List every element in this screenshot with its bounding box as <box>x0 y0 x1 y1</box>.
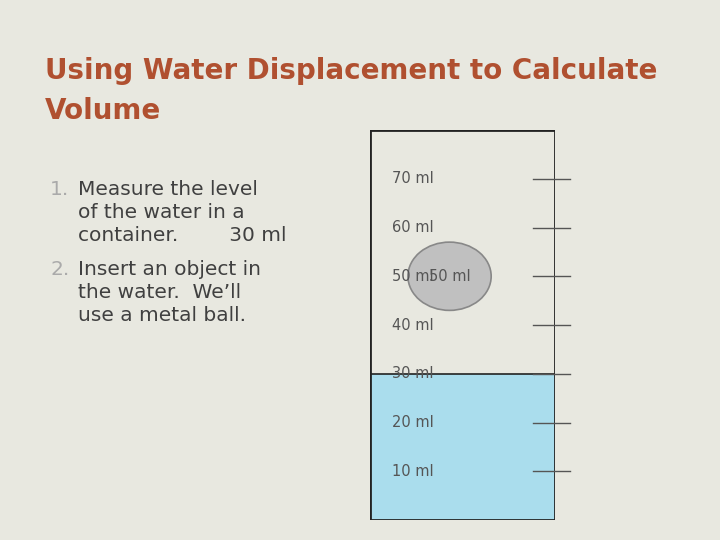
Text: Volume: Volume <box>45 97 161 125</box>
Text: 10 ml: 10 ml <box>392 464 434 479</box>
Text: container.        30 ml: container. 30 ml <box>78 226 287 245</box>
Text: 30 ml: 30 ml <box>392 366 433 381</box>
Text: of the water in a: of the water in a <box>78 203 245 222</box>
Text: 20 ml: 20 ml <box>392 415 434 430</box>
Text: 1.: 1. <box>50 180 69 199</box>
Ellipse shape <box>408 242 491 310</box>
Text: 60 ml: 60 ml <box>392 220 434 235</box>
Text: the water.  We’ll: the water. We’ll <box>78 283 241 302</box>
Text: 40 ml: 40 ml <box>392 318 434 333</box>
Text: 50 ml: 50 ml <box>392 269 434 284</box>
Text: 2.: 2. <box>50 260 69 279</box>
Text: use a metal ball.: use a metal ball. <box>78 306 246 325</box>
Text: 70 ml: 70 ml <box>392 171 434 186</box>
Bar <box>370 374 555 520</box>
Text: Measure the level: Measure the level <box>78 180 258 199</box>
Text: 50 ml: 50 ml <box>428 269 470 284</box>
Text: Insert an object in: Insert an object in <box>78 260 261 279</box>
Text: Using Water Displacement to Calculate: Using Water Displacement to Calculate <box>45 57 657 85</box>
